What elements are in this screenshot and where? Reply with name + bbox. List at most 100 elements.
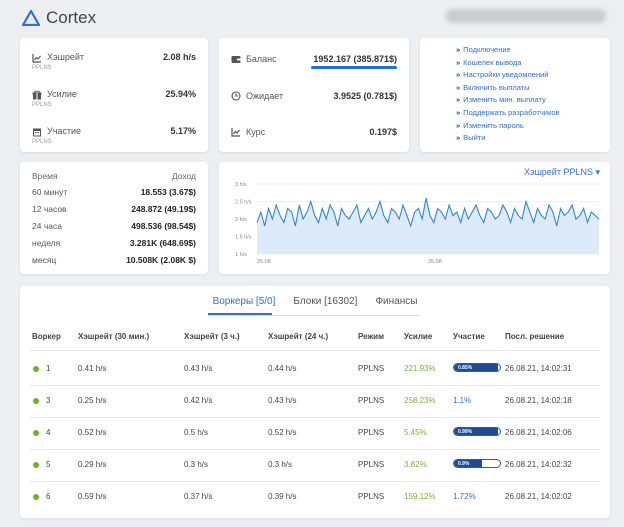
x-tick-label: 25.08 — [257, 259, 271, 265]
stat-label: Усилие — [47, 89, 77, 99]
series-line — [256, 197, 600, 228]
income-row: 24 часа 498.536 (98.54$) — [32, 221, 196, 231]
status-online-dot — [33, 366, 39, 372]
chart-icon — [32, 54, 41, 63]
column-header[interactable]: Участие — [453, 332, 485, 341]
share-progress-bar: 0.99% — [453, 427, 501, 436]
column-header[interactable]: Режим — [358, 332, 384, 341]
y-tick-label: 1 h/s — [235, 252, 247, 258]
clock-icon — [231, 91, 241, 101]
balance-label: Баланс — [246, 54, 277, 64]
top-bar: Cortex — [0, 0, 624, 36]
stat-hashrate: Хэшрейт PPLNS 2.08 h/s — [32, 52, 196, 82]
pending-row: Ожидает 3.9525 (0.781$) — [231, 90, 397, 106]
column-header[interactable]: Посл. решение — [505, 332, 565, 341]
status-online-dot — [33, 494, 39, 500]
table-row[interactable]: 6 0.59 h/s 0.37 h/s 0.39 h/s PPLNS 159.1… — [20, 486, 610, 506]
calendar-icon — [33, 128, 41, 137]
row-divider — [30, 385, 600, 386]
column-header[interactable]: Воркер — [32, 332, 61, 341]
rate-label: Курс — [246, 127, 266, 137]
tabs: Воркеры [5/0] Блоки [16302] Финансы — [20, 296, 610, 314]
table-row[interactable]: 1 0.41 h/s 0.43 h/s 0.44 h/s PPLNS 221.9… — [20, 358, 610, 378]
link-change-min-payout[interactable]: » Изменить мин. выплату — [456, 95, 546, 105]
x-tick-label: 26.08 — [428, 259, 442, 265]
link-logout[interactable]: » Выйти — [456, 133, 486, 143]
double-chevron-icon: » — [456, 95, 461, 105]
table-row[interactable]: 4 0.52 h/s 0.5 h/s 0.52 h/s PPLNS 5.45% … — [20, 422, 610, 442]
table-row[interactable]: 3 0.25 h/s 0.42 h/s 0.43 h/s PPLNS 258.2… — [20, 390, 610, 410]
table-row[interactable]: 5 0.29 h/s 0.3 h/s 0.3 h/s PPLNS 3.82% 0… — [20, 454, 610, 474]
double-chevron-icon: » — [456, 82, 461, 92]
stat-value: 2.08 h/s — [162, 52, 196, 62]
tabs-underline — [208, 315, 420, 316]
status-online-dot — [33, 430, 39, 436]
status-online-dot — [33, 462, 39, 468]
row-divider — [30, 350, 600, 351]
income-row: месяц 10.508K (2.08K $) — [32, 255, 196, 265]
balance-row: Баланс 1952.167 (385.871$) — [231, 53, 397, 69]
stat-sub: PPLNS — [32, 139, 52, 145]
chart-icon — [231, 128, 240, 137]
share-progress-bar: 0.85% — [453, 363, 501, 372]
pending-value: 3.9525 (0.781$) — [333, 91, 397, 101]
income-row: неделя 3.281K (648.69$) — [32, 238, 196, 248]
stat-value: 5.17% — [170, 126, 196, 136]
double-chevron-icon: » — [456, 70, 461, 80]
stat-label: Хэшрейт — [47, 52, 84, 62]
settings-links-card: » Подключение » Кошелек вывода » Настройки … — [420, 38, 610, 152]
settings-links-list: » Подключение » Кошелек вывода » Настройки … — [456, 44, 560, 145]
double-chevron-icon: » — [456, 45, 461, 54]
income-header: Время Доход — [32, 171, 196, 183]
tab-finances[interactable]: Финансы — [375, 296, 418, 307]
account-email-blurred[interactable] — [446, 9, 606, 23]
rate-row: Курс 0.197$ — [231, 126, 397, 142]
link-payout-wallet[interactable]: » Кошелек вывода — [456, 57, 522, 67]
chart-series-dropdown[interactable]: Хэшрейт PPLNS ▾ — [523, 167, 600, 177]
column-header[interactable]: Хэшрейт (24 ч.) — [268, 332, 329, 341]
pending-label: Ожидает — [246, 91, 284, 101]
row-divider — [30, 417, 600, 418]
workers-card: Воркеры [5/0] Блоки [16302] Финансы Ворк… — [20, 286, 610, 518]
tab-workers[interactable]: Воркеры [5/0] — [212, 296, 276, 307]
hashrate-chart-card: Хэшрейт PPLNS ▾ 3 h/s 2.5 h/s 2 h/s 1.5 h/s… — [219, 162, 610, 274]
tab-blocks[interactable]: Блоки [16302] — [293, 296, 358, 307]
link-notification-settings[interactable]: » Настройки уведомлений — [456, 70, 549, 80]
column-header[interactable]: Хэшрейт (30 мин.) — [78, 332, 150, 341]
balance-progress-bar — [311, 66, 397, 69]
stat-value: 25.94% — [165, 89, 196, 99]
stat-share: Участие PPLNS 5.17% — [32, 126, 196, 156]
column-header[interactable]: Хэшрейт (3 ч.) — [184, 332, 240, 341]
y-tick-label: 2.5 h/s — [235, 200, 252, 206]
logo-icon — [22, 10, 40, 26]
wallet-icon — [231, 56, 241, 63]
stat-sub: PPLNS — [32, 65, 52, 71]
logo[interactable]: Cortex — [22, 8, 96, 28]
double-chevron-icon: » — [456, 57, 461, 67]
income-row: 12 часов 248.872 (49.19$) — [32, 204, 196, 214]
y-tick-label: 3 h/s — [235, 182, 247, 188]
rate-value: 0.197$ — [369, 127, 397, 137]
share-progress-bar: 0.9% — [453, 459, 501, 468]
income-header-income: Доход — [171, 171, 196, 181]
link-connection[interactable]: » Подключение — [456, 45, 511, 54]
link-enable-payouts[interactable]: » Включить выплаты — [456, 82, 530, 92]
income-row: 60 минут 18.553 (3.67$) — [32, 187, 196, 197]
stat-effort: Усилие PPLNS 25.94% — [32, 89, 196, 119]
income-header-time: Время — [32, 171, 58, 181]
hashrate-chart: 3 h/s 2.5 h/s 2 h/s 1.5 h/s 1 h/s 25.08 26.08 — [235, 182, 600, 265]
balance-value: 1952.167 (385.871$) — [313, 54, 397, 64]
column-header[interactable]: Усилие — [404, 332, 433, 341]
y-tick-label: 1.5 h/s — [235, 235, 252, 241]
stat-label: Участие — [47, 126, 82, 136]
row-divider — [30, 449, 600, 450]
link-change-password[interactable]: » Изменить пароль — [456, 120, 524, 130]
balance-card: Баланс 1952.167 (385.871$) Ожидает 3.952… — [219, 38, 409, 152]
link-support-developers[interactable]: » Поддержать разработчиков — [456, 107, 560, 117]
stat-sub: PPLNS — [32, 102, 52, 108]
app-title: Cortex — [46, 8, 97, 27]
double-chevron-icon: » — [456, 120, 461, 130]
y-tick-label: 2 h/s — [235, 217, 247, 223]
income-card: Время Доход 60 минут 18.553 (3.67$) 12 ч… — [20, 162, 208, 274]
hashrate-card: Хэшрейт PPLNS 2.08 h/s Усилие PPLNS 25.9… — [20, 38, 208, 152]
